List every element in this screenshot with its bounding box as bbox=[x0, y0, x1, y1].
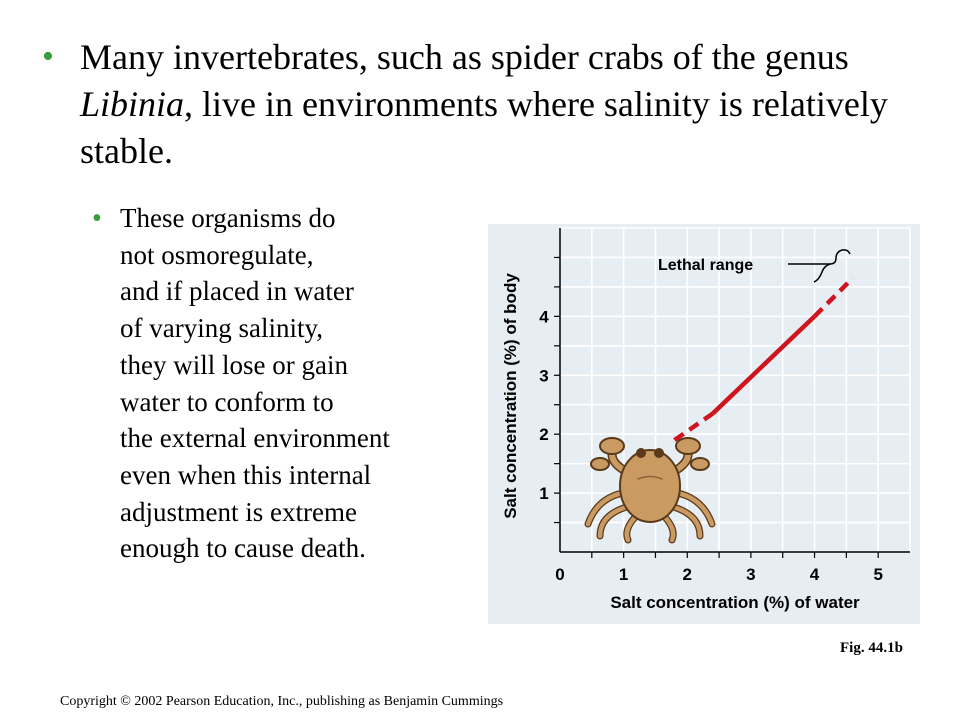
chart-axes: 0 1 2 3 4 5 1 2 3 4 Salt concentration (%) of wate… bbox=[501, 228, 910, 612]
tolerance-line-segment bbox=[711, 314, 817, 416]
lethal-range-segment bbox=[673, 411, 715, 442]
figure-label: Fig. 44.1b bbox=[840, 640, 903, 656]
chart-panel: 0 1 2 3 4 5 1 2 3 4 Salt concentration (%) of wate… bbox=[488, 224, 920, 624]
main-bullet-dot: • bbox=[42, 38, 54, 75]
y-tick-label: 2 bbox=[539, 425, 548, 444]
sub-bullet-dot: • bbox=[92, 203, 102, 234]
y-tick-label: 4 bbox=[539, 307, 549, 326]
lethal-range-label: Lethal range bbox=[658, 257, 753, 274]
x-tick-label: 4 bbox=[810, 565, 820, 584]
spider-crab-illustration bbox=[584, 437, 716, 544]
y-tick-label: 3 bbox=[539, 366, 548, 385]
x-tick-label: 1 bbox=[619, 565, 628, 584]
sub-bullet-line: even when this internal bbox=[120, 459, 372, 490]
lethal-range-segment bbox=[812, 276, 855, 318]
sub-bullet-line: adjustment is extreme bbox=[120, 496, 357, 527]
x-axis-title: Salt concentration (%) of water bbox=[610, 593, 860, 612]
sub-bullet-line: These organisms do bbox=[120, 203, 336, 233]
sub-bullet-line: the external environment bbox=[120, 423, 390, 454]
y-axis-title: Salt concentration (%) of body bbox=[501, 273, 520, 519]
x-tick-label: 0 bbox=[555, 565, 564, 584]
sub-bullet-line: not osmoregulate, bbox=[120, 239, 314, 270]
sub-bullet-line: water to conform to bbox=[120, 386, 334, 417]
main-bullet-text-part1: Many invertebrates, such as spider crabs… bbox=[80, 37, 849, 77]
lethal-range-annotation: Lethal range bbox=[658, 249, 851, 283]
sub-bullet-line: of varying salinity, bbox=[120, 313, 323, 344]
y-tick-label: 1 bbox=[539, 484, 548, 503]
copyright-notice: Copyright © 2002 Pearson Education, Inc.… bbox=[60, 694, 504, 709]
sub-bullet-text: These organisms do not osmoregulate, and… bbox=[120, 200, 480, 567]
main-bullet-text-part2: , live in environments where salinity is… bbox=[80, 84, 888, 171]
sub-bullet-line: and if placed in water bbox=[120, 276, 354, 307]
genus-name: Libinia bbox=[80, 84, 185, 124]
x-tick-label: 3 bbox=[746, 565, 755, 584]
salinity-chart: 0 1 2 3 4 5 1 2 3 4 Salt concentration (%) of wate… bbox=[501, 227, 911, 612]
x-tick-label: 5 bbox=[873, 565, 882, 584]
x-tick-label: 2 bbox=[683, 565, 692, 584]
main-bullet-text: Many invertebrates, such as spider crabs… bbox=[80, 34, 920, 175]
chart-series bbox=[673, 276, 855, 442]
sub-bullet-line: enough to cause death. bbox=[120, 533, 366, 564]
sub-bullet-line: they will lose or gain bbox=[120, 349, 348, 380]
